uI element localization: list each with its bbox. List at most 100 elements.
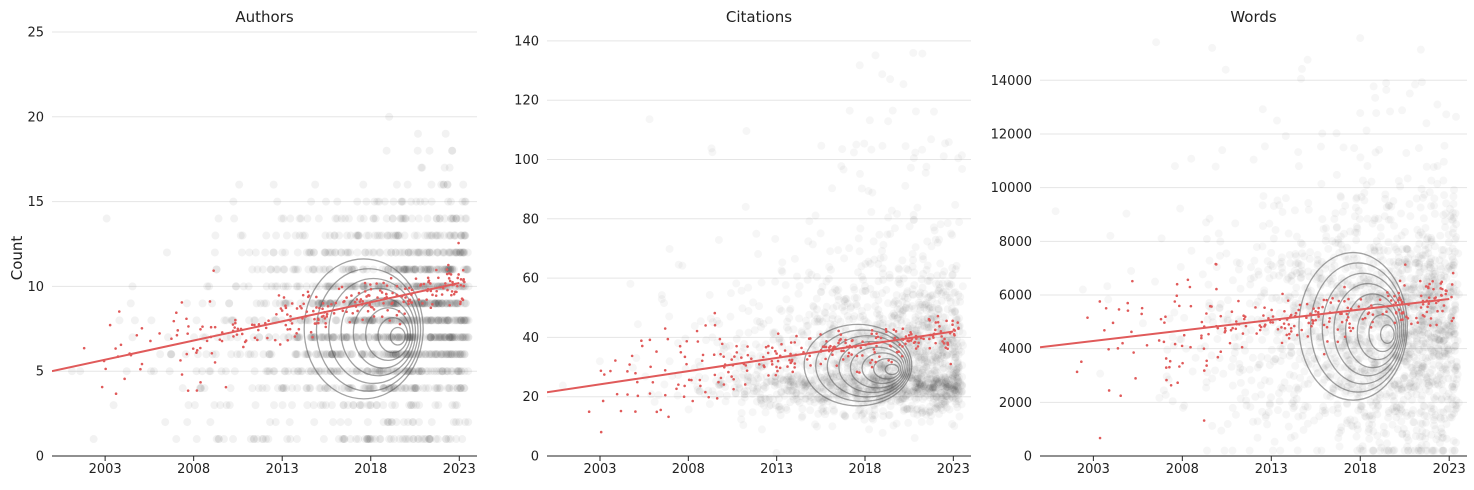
mean-point [855,354,859,358]
mean-point [1434,301,1438,305]
mean-point [943,337,946,341]
mean-point [213,325,217,329]
mean-point [140,362,144,366]
mean-point [904,335,908,338]
mean-point [1337,299,1341,303]
mean-point [1168,365,1171,369]
mean-point [837,329,840,333]
mean-point [1359,298,1363,301]
mean-point [1215,287,1218,291]
mean-point [909,331,912,334]
mean-point [1200,320,1204,324]
mean-point [1237,299,1240,303]
mean-point [698,378,702,382]
mean-point [158,332,161,335]
mean-point [1240,345,1244,349]
mean-point [1398,279,1402,283]
mean-point [305,310,309,313]
mean-point [682,395,686,398]
density-contours [303,258,424,400]
mean-point [1424,285,1428,288]
mean-point [1168,359,1172,363]
mean-point [846,354,850,358]
mean-point [1224,329,1227,333]
panel-words: 0 2000 4000 6000 8000 10000 12000 14000 2003 2008… [991,8,1467,477]
mean-point [1427,302,1430,306]
mean-point [840,349,843,353]
mean-point [770,363,774,366]
mean-point [1369,304,1373,307]
mean-point [397,310,401,313]
mean-point [933,328,937,332]
mean-point [778,366,782,370]
mean-point [904,342,907,346]
mean-point [395,313,399,317]
mean-point [1346,315,1350,319]
mean-point [1397,291,1401,295]
mean-point [1107,347,1110,351]
mean-point [284,304,287,308]
mean-point [928,346,932,350]
mean-point [293,335,297,338]
x-tick-label: 2003 [89,462,122,477]
mean-point [302,302,305,306]
mean-point [951,323,954,327]
mean-point [842,349,845,353]
mean-point [1399,298,1403,302]
mean-point [322,314,325,318]
mean-point [233,326,236,329]
mean-point [236,327,240,331]
mean-point [1305,316,1308,320]
mean-point [690,378,693,382]
mean-point [825,340,828,343]
mean-point [367,294,371,297]
mean-point [722,383,726,386]
mean-point [361,300,365,303]
mean-point [626,393,629,396]
mean-point [655,410,659,414]
mean-point [1169,384,1173,387]
mean-point [450,293,453,297]
mean-point [1281,292,1284,296]
mean-point [1163,321,1166,324]
mean-point [746,345,749,348]
mean-point [1262,314,1265,317]
mean-point [1145,344,1149,347]
x-tick-label: 2013 [1255,462,1288,477]
mean-point [431,293,434,297]
mean-point [375,282,378,285]
mean-point [175,333,179,337]
mean-point [195,351,198,354]
mean-point [429,306,433,309]
mean-point [429,282,432,285]
mean-point [859,346,863,350]
mean-point [324,325,328,329]
x-tick-label: 2018 [1344,462,1377,477]
mean-point [683,384,686,388]
mean-point [315,306,318,309]
mean-point [603,373,606,376]
x-tick-label: 2008 [672,462,705,477]
mean-point [634,410,637,413]
mean-point [234,321,237,325]
mean-point [1202,347,1206,350]
x-tick-label: 2023 [937,462,970,477]
mean-point [350,294,353,297]
mean-point [775,365,778,369]
mean-point [1336,328,1340,331]
mean-point [278,343,282,346]
mean-point [1117,308,1121,311]
mean-point [649,365,652,369]
mean-point [1343,285,1346,289]
mean-point [666,337,670,341]
mean-point [767,344,770,348]
mean-point [875,332,878,335]
mean-point [1450,295,1453,299]
mean-point [1258,328,1262,332]
mean-point [459,278,463,281]
mean-point [1157,339,1161,342]
mean-point [1283,310,1286,313]
mean-point [1385,310,1388,314]
mean-point [888,344,892,347]
mean-point [1435,323,1438,327]
